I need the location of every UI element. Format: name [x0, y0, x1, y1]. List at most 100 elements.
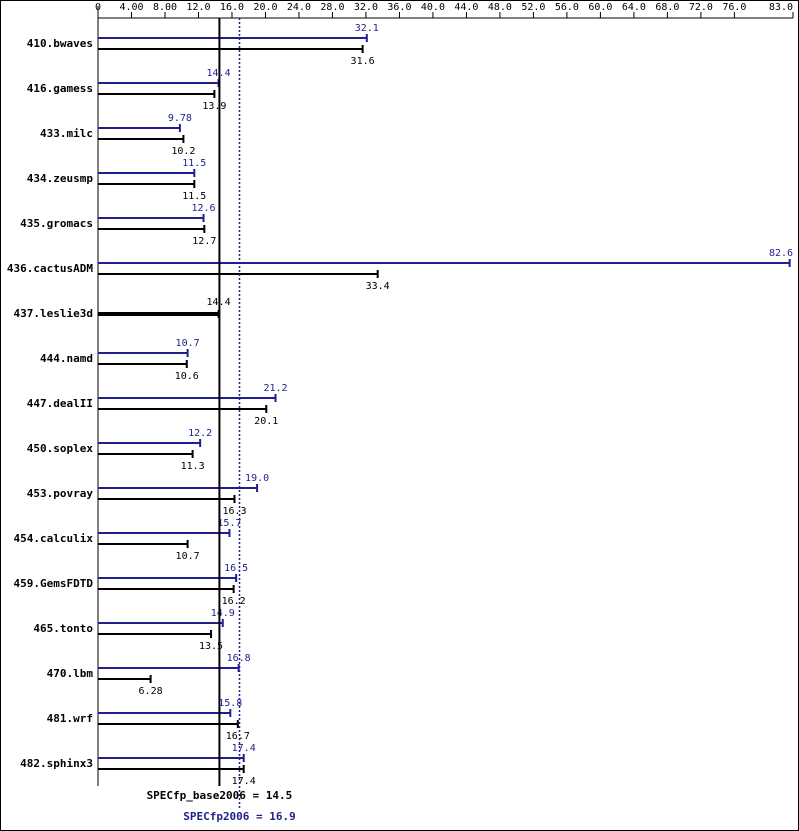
bar: [98, 217, 204, 219]
value-label: 16.7: [226, 731, 250, 742]
x-tick-label: 48.0: [488, 2, 512, 13]
category-label: 435.gromacs: [20, 217, 93, 230]
bar: [98, 48, 363, 50]
bar: [98, 532, 230, 534]
x-tick-label: 40.0: [421, 2, 445, 13]
x-tick-label: 4.00: [119, 2, 143, 13]
category-label: 437.leslie3d: [14, 307, 93, 320]
value-label: 10.7: [176, 338, 200, 349]
bar: [98, 723, 238, 725]
bar: [98, 712, 231, 714]
value-label: 82.6: [769, 248, 793, 259]
category-label: 453.povray: [27, 487, 94, 500]
value-label: 14.9: [211, 608, 235, 619]
bar: [98, 768, 244, 770]
bar: [98, 408, 267, 410]
bar: [98, 228, 205, 230]
value-label: 19.0: [245, 473, 269, 484]
value-label: 10.7: [176, 551, 200, 562]
bar: [98, 172, 195, 174]
value-label: 9.78: [168, 113, 192, 124]
value-label: 6.28: [139, 686, 163, 697]
x-tick-label: 72.0: [689, 2, 713, 13]
x-tick-label: 20.0: [253, 2, 277, 13]
bar: [98, 633, 212, 635]
value-label: 12.7: [192, 236, 216, 247]
bar: [98, 498, 235, 500]
x-tick-label: 76.0: [722, 2, 746, 13]
value-label: 13.9: [202, 101, 226, 112]
value-label: 10.6: [175, 371, 199, 382]
x-tick-label: 0: [95, 2, 101, 13]
bar: [98, 543, 188, 545]
bar: [98, 397, 276, 399]
bar: [98, 138, 184, 140]
bar: [98, 577, 237, 579]
category-label: 447.dealII: [27, 397, 93, 410]
bar: [98, 757, 244, 759]
value-label: 11.5: [182, 191, 206, 202]
bar: [98, 273, 378, 275]
category-label: 450.soplex: [27, 442, 94, 455]
x-tick-label: 64.0: [622, 2, 646, 13]
category-label: 454.calculix: [14, 532, 94, 545]
x-tick-label: 8.00: [153, 2, 177, 13]
value-label: 20.1: [254, 416, 278, 427]
value-label: 31.6: [351, 56, 375, 67]
bar: [98, 37, 367, 39]
value-label: 16.5: [224, 563, 248, 574]
x-tick-label: 36.0: [387, 2, 411, 13]
value-label: 12.6: [191, 203, 215, 214]
category-label: 436.cactusADM: [7, 262, 93, 275]
category-label: 416.gamess: [27, 82, 93, 95]
reference-label: SPECfp2006 = 16.9: [183, 810, 296, 823]
value-label: 11.5: [182, 158, 206, 169]
value-label: 11.3: [181, 461, 205, 472]
x-tick-label: 24.0: [287, 2, 311, 13]
bar: [98, 312, 219, 316]
reference-label: SPECfp_base2006 = 14.5: [147, 789, 293, 802]
bar: [98, 442, 201, 444]
category-label: 459.GemsFDTD: [14, 577, 94, 590]
x-tick-label: 60.0: [588, 2, 612, 13]
x-tick-label: 68.0: [655, 2, 679, 13]
value-label: 16.8: [227, 653, 251, 664]
category-label: 482.sphinx3: [20, 757, 93, 770]
bar: [98, 453, 193, 455]
bar: [98, 82, 219, 84]
x-tick-label: 56.0: [555, 2, 579, 13]
value-label: 32.1: [355, 23, 379, 34]
bar: [98, 93, 215, 95]
x-tick-label: 28.0: [320, 2, 344, 13]
x-tick-label: 52.0: [521, 2, 545, 13]
bar: [98, 588, 234, 590]
bar: [98, 622, 223, 624]
bar: [98, 363, 187, 365]
x-tick-label: 32.0: [354, 2, 378, 13]
value-label: 16.2: [222, 596, 246, 607]
category-label: 410.bwaves: [27, 37, 93, 50]
category-label: 481.wrf: [47, 712, 93, 725]
value-label: 17.4: [232, 743, 256, 754]
bar: [98, 678, 151, 680]
x-tick-label: 44.0: [454, 2, 478, 13]
value-label: 17.4: [232, 776, 256, 787]
value-label: 33.4: [366, 281, 390, 292]
x-tick-label: 83.0: [769, 2, 793, 13]
bar: [98, 667, 239, 669]
bar: [98, 487, 258, 489]
bar: [98, 127, 180, 129]
value-label: 15.7: [217, 518, 241, 529]
value-label: 15.8: [218, 698, 242, 709]
category-label: 465.tonto: [33, 622, 93, 635]
value-label: 12.2: [188, 428, 212, 439]
category-label: 444.namd: [40, 352, 93, 365]
value-label: 21.2: [263, 383, 287, 394]
bar: [98, 183, 195, 185]
value-label: 10.2: [171, 146, 195, 157]
bar: [98, 352, 188, 354]
bar: [98, 262, 790, 264]
x-tick-label: 16.0: [220, 2, 244, 13]
